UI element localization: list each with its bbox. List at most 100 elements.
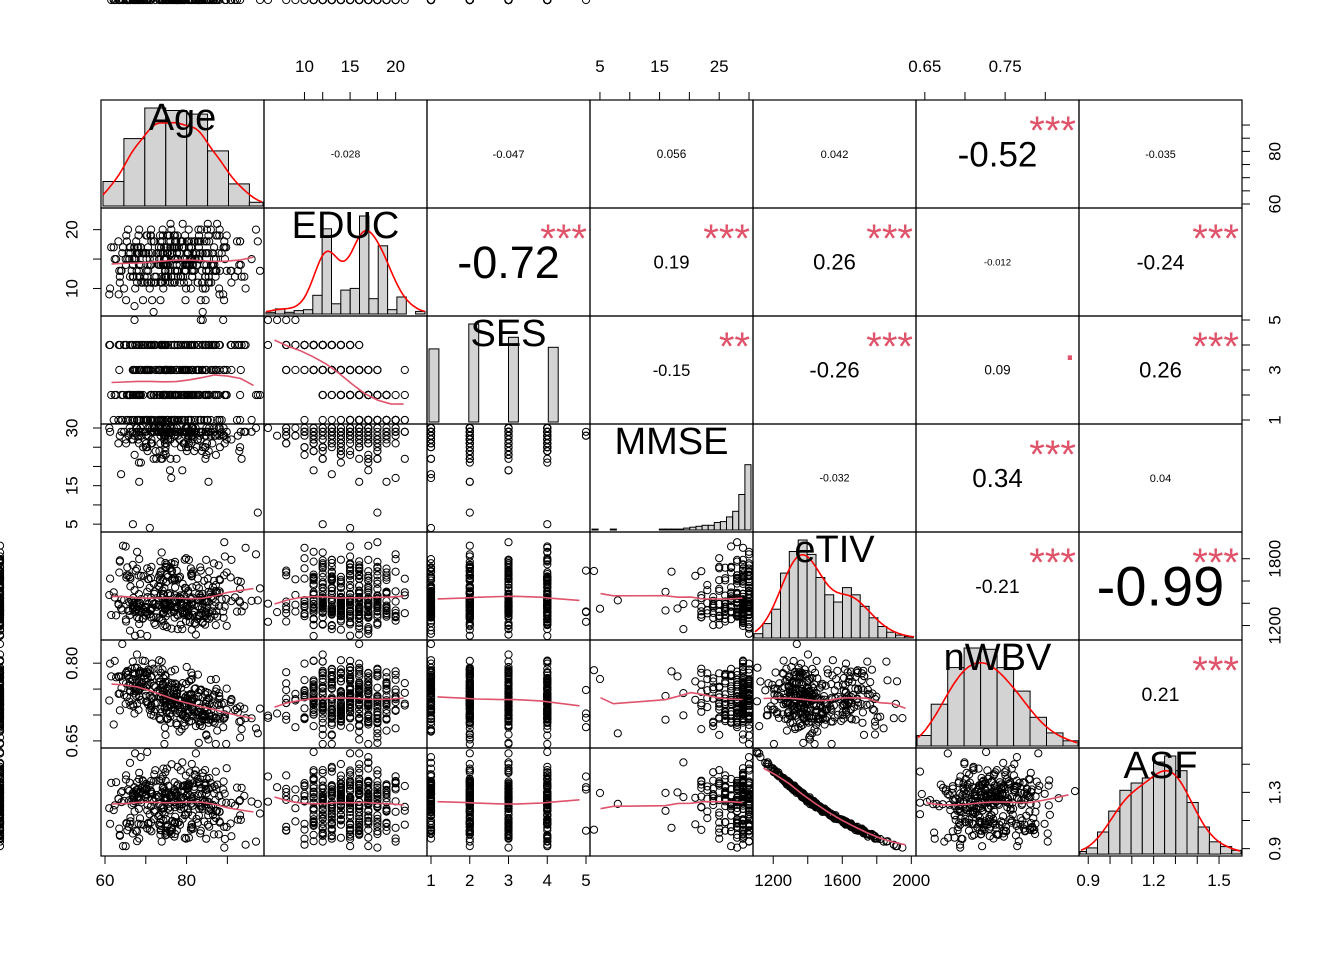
scatter-point bbox=[465, 447, 474, 456]
scatter-point bbox=[327, 415, 336, 425]
scatter-point bbox=[346, 595, 355, 604]
scatter-point bbox=[156, 557, 165, 566]
scatter-point bbox=[282, 571, 291, 580]
scatter-point bbox=[355, 614, 364, 623]
scatter-point bbox=[166, 365, 175, 375]
scatter-point bbox=[152, 427, 161, 436]
scatter-point bbox=[232, 0, 242, 5]
scatter-point bbox=[282, 0, 291, 5]
scatter-point bbox=[149, 340, 158, 350]
scatter-point bbox=[504, 0, 513, 5]
scatter-point bbox=[107, 672, 116, 681]
scatter-point bbox=[373, 602, 382, 611]
scatter-point bbox=[355, 557, 364, 566]
scatter-point bbox=[149, 278, 158, 287]
scatter-point bbox=[135, 477, 144, 486]
scatter-point bbox=[130, 315, 139, 325]
scatter-point bbox=[227, 435, 236, 444]
scatter-point bbox=[236, 390, 245, 400]
scatter-point bbox=[355, 431, 364, 440]
scatter-point bbox=[132, 237, 141, 246]
scatter-point bbox=[112, 0, 121, 5]
scatter-point bbox=[373, 427, 382, 436]
scatter-point bbox=[147, 390, 156, 400]
scatter-point bbox=[355, 639, 364, 649]
scatter-point bbox=[465, 427, 474, 436]
scatter-point bbox=[300, 0, 309, 5]
scatter-point bbox=[165, 466, 175, 475]
scatter-point bbox=[465, 435, 474, 444]
scatter-point bbox=[147, 439, 156, 448]
scatter-point bbox=[178, 0, 188, 5]
scatter-point bbox=[346, 598, 355, 607]
scatter-point bbox=[115, 706, 125, 715]
scatter-point bbox=[105, 340, 114, 350]
scatter-point bbox=[273, 608, 282, 617]
scatter-point bbox=[382, 573, 391, 582]
scatter-point bbox=[219, 315, 228, 325]
scatter-point bbox=[148, 415, 157, 425]
scatter-point bbox=[263, 340, 273, 350]
scatter-point bbox=[426, 555, 436, 564]
scatter-point bbox=[114, 599, 123, 608]
scatter-point bbox=[309, 570, 318, 579]
scatter-point bbox=[109, 243, 118, 252]
scatter-point bbox=[207, 0, 216, 5]
scatter-point bbox=[196, 237, 205, 246]
scatter-point bbox=[182, 427, 191, 436]
scatter-point bbox=[222, 231, 231, 240]
scatter-point bbox=[346, 542, 355, 551]
scatter-point bbox=[186, 284, 195, 293]
scatter-point bbox=[336, 340, 345, 350]
scatter-point bbox=[145, 415, 154, 425]
scatter-point bbox=[391, 587, 400, 596]
scatter-point bbox=[161, 612, 170, 621]
scatter-point bbox=[355, 581, 364, 591]
scatter-point bbox=[192, 581, 201, 591]
scatter-point bbox=[125, 0, 134, 5]
scatter-point bbox=[136, 415, 145, 425]
scatter-point bbox=[309, 579, 318, 589]
panel-border bbox=[752, 747, 917, 857]
scatter-point bbox=[309, 599, 318, 609]
scatter-point bbox=[355, 340, 364, 350]
scatter-point bbox=[346, 423, 355, 433]
scatter-point bbox=[327, 340, 336, 350]
scatter-point bbox=[336, 572, 345, 582]
scatter-point bbox=[194, 0, 204, 5]
smooth-line bbox=[111, 256, 254, 265]
scatter-point bbox=[115, 431, 124, 440]
scatter-point bbox=[156, 365, 165, 375]
scatter-point bbox=[391, 597, 400, 606]
scatter-point bbox=[211, 272, 220, 281]
scatter-point bbox=[318, 620, 327, 629]
scatter-point bbox=[679, 625, 688, 634]
scatter-point bbox=[227, 555, 236, 565]
scatter-point bbox=[197, 0, 206, 5]
scatter-point bbox=[161, 450, 170, 459]
scatter-point bbox=[273, 315, 282, 325]
scatter-point bbox=[196, 296, 205, 305]
scatter-point bbox=[165, 564, 174, 573]
scatter-point bbox=[673, 604, 682, 613]
scatter-point bbox=[318, 435, 327, 444]
scatter-point bbox=[336, 0, 345, 5]
scatter-point bbox=[210, 243, 219, 252]
scatter-point bbox=[581, 723, 591, 732]
scatter-point bbox=[236, 0, 245, 5]
scatter-point bbox=[300, 564, 309, 573]
scatter-point bbox=[391, 390, 400, 400]
scatter-point bbox=[222, 684, 231, 693]
scatter-point bbox=[346, 613, 355, 622]
scatter-point bbox=[300, 609, 309, 618]
scatter-point bbox=[282, 609, 291, 618]
scatter-point bbox=[114, 290, 123, 299]
scatter-point bbox=[318, 580, 327, 589]
scatter-point bbox=[134, 458, 143, 467]
scatter-point bbox=[204, 0, 213, 5]
scatter-point bbox=[136, 427, 145, 436]
scatter-point bbox=[236, 365, 245, 375]
scatter-point bbox=[373, 0, 382, 5]
scatter-point bbox=[136, 260, 145, 269]
scatter-point bbox=[400, 390, 409, 400]
